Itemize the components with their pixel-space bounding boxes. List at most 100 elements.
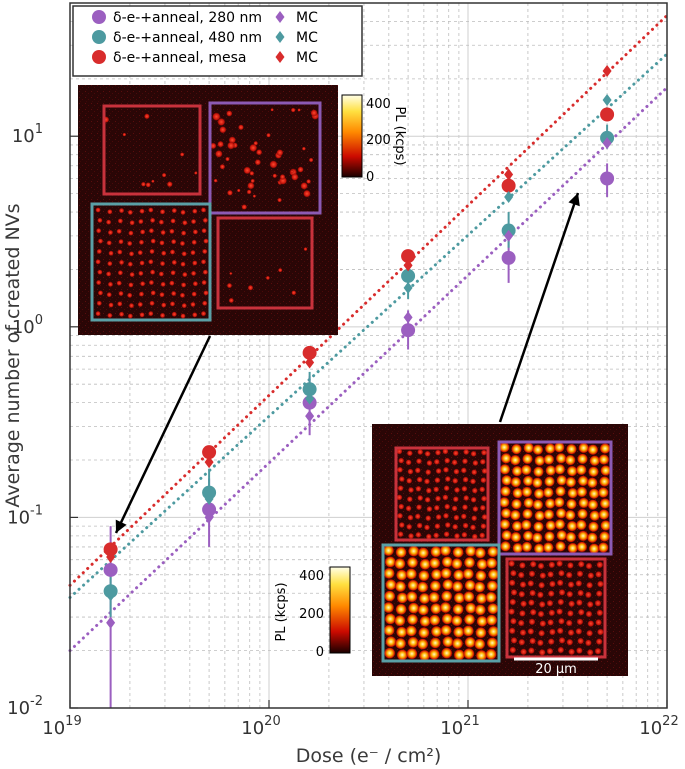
pl-spot xyxy=(597,487,609,498)
pl-spot xyxy=(532,499,544,511)
pl-spot xyxy=(433,532,440,539)
pl-spot xyxy=(460,513,467,520)
pl-spot xyxy=(486,580,499,592)
pl-spot xyxy=(585,610,593,618)
mc-data-point xyxy=(204,492,214,505)
pl-spot xyxy=(565,571,573,579)
pl-spot xyxy=(510,476,522,488)
pl-spot xyxy=(398,521,405,529)
legend: δ-e-+anneal, 280 nm δ-e-+anneal, 480 nm δ-… xyxy=(72,5,363,77)
pl-spot xyxy=(556,529,568,541)
pl-spot xyxy=(575,647,584,655)
pl-spot xyxy=(600,465,612,476)
pl-spot xyxy=(250,178,255,184)
pl-spot xyxy=(545,465,557,476)
pl-spot xyxy=(528,618,536,626)
pl-spot xyxy=(217,117,226,127)
pl-spot xyxy=(536,639,545,647)
pl-spot xyxy=(434,477,441,484)
pl-spot xyxy=(536,591,545,599)
pl-spot xyxy=(202,217,209,224)
pl-spot xyxy=(170,269,176,276)
pl-spot xyxy=(443,531,450,538)
pl-spot xyxy=(269,160,278,169)
data-point xyxy=(202,502,217,517)
pl-spot xyxy=(395,546,407,559)
pl-spot xyxy=(522,508,533,520)
legend-marker xyxy=(92,10,106,24)
mesa-region-box xyxy=(394,446,490,542)
pl-spot xyxy=(225,110,233,117)
pl-spot xyxy=(406,613,419,626)
pl-spot xyxy=(527,599,536,607)
pl-spot xyxy=(471,487,478,494)
x-tick-label: 1020 xyxy=(241,714,280,739)
pl-spot xyxy=(523,497,535,509)
pl-spot xyxy=(414,467,421,474)
x-axis-label: Dose (e⁻ / cm²) xyxy=(296,745,441,767)
pl-spot xyxy=(254,158,262,166)
pl-spot xyxy=(451,557,463,570)
pl-spot xyxy=(190,301,196,308)
pl-spot xyxy=(556,627,564,635)
pl-spot xyxy=(430,568,443,581)
pl-spot xyxy=(565,619,573,627)
data-point xyxy=(501,178,516,193)
pl-spot xyxy=(595,570,603,579)
pl-spot xyxy=(416,638,429,650)
pl-spot xyxy=(181,251,188,257)
pl-spot xyxy=(191,239,197,246)
pl-spot xyxy=(126,240,133,247)
pl-spot xyxy=(452,523,459,530)
pl-spot xyxy=(578,442,590,454)
pl-spot xyxy=(598,509,610,520)
pl-spot xyxy=(500,507,512,519)
pl-spot xyxy=(556,608,564,616)
pl-spot xyxy=(485,557,498,569)
arrowhead xyxy=(115,519,127,533)
pl-spot xyxy=(150,290,156,296)
pl-spot xyxy=(473,581,486,593)
pl-spot xyxy=(575,627,583,636)
pl-spot xyxy=(508,608,516,616)
pl-spot xyxy=(512,487,524,499)
pl-spot xyxy=(453,468,460,475)
pl-spot xyxy=(566,465,578,477)
pl-spot xyxy=(158,271,165,277)
pl-spot xyxy=(588,521,599,533)
colorbar-label: PL (kcps) xyxy=(274,582,289,641)
colorbar-gradient xyxy=(329,566,351,654)
pl-spot xyxy=(192,229,199,235)
pl-spot xyxy=(416,581,429,593)
pl-spot xyxy=(566,609,575,618)
pl-spot xyxy=(544,498,556,509)
pl-spot xyxy=(118,290,124,297)
pl-spot xyxy=(108,302,114,308)
pl-spot xyxy=(440,647,453,659)
pl-spot xyxy=(533,543,545,555)
pl-spot xyxy=(106,291,113,298)
pl-spot xyxy=(564,509,576,521)
colorbar-tick-label: 200 xyxy=(366,133,391,148)
mesa-region-box xyxy=(505,557,607,659)
colorbar-2: 400 200 0 PL (kcps) xyxy=(274,566,351,660)
pl-spot xyxy=(586,477,598,489)
pl-spot xyxy=(577,453,588,465)
pl-spot xyxy=(543,454,555,465)
pl-spot xyxy=(460,467,467,474)
pl-spot xyxy=(161,172,167,178)
pl-spot xyxy=(567,542,579,554)
pl-spot xyxy=(462,522,469,529)
pl-spot xyxy=(105,271,112,277)
pl-spot xyxy=(531,532,543,544)
mc-data-point xyxy=(504,190,514,203)
pl-spot xyxy=(472,505,479,513)
pl-spot xyxy=(426,459,433,467)
pl-spot xyxy=(510,636,518,645)
pl-spot xyxy=(557,646,565,654)
pl-spot xyxy=(128,230,134,236)
pl-spot xyxy=(246,189,252,195)
pl-spot xyxy=(407,532,415,540)
pl-spot xyxy=(586,600,594,609)
pl-spot xyxy=(600,520,612,531)
